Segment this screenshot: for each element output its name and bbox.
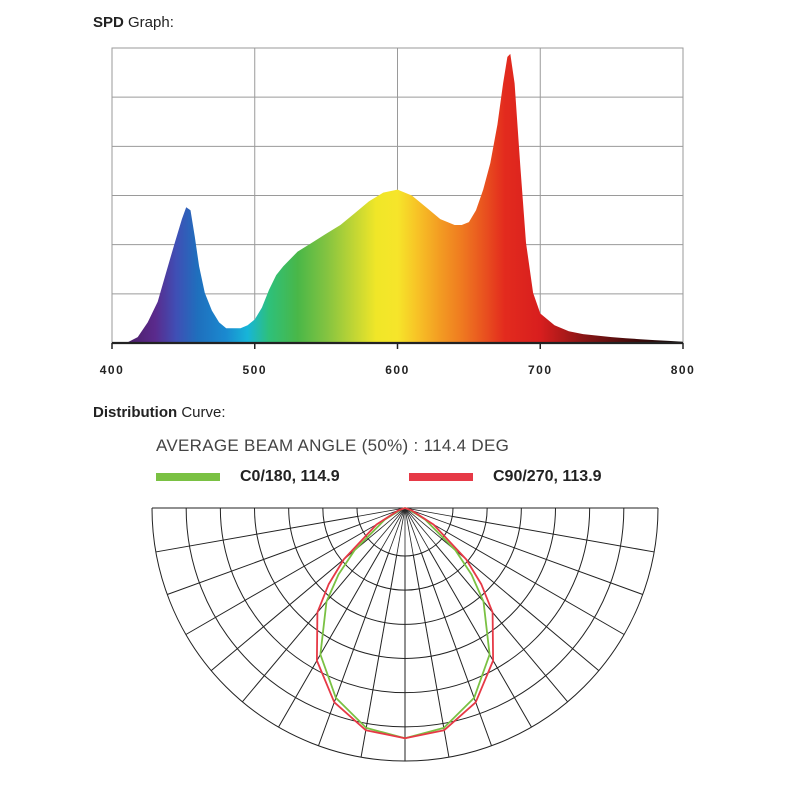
- legend-item-c90: C90/270, 113.9: [409, 468, 602, 486]
- polar-ring: [322, 507, 488, 591]
- polar-spoke: [360, 555, 398, 758]
- polar-inner-spoke: [404, 507, 422, 554]
- spd-x-tick-label: 600: [385, 363, 410, 377]
- legend-label-c90: C90/270, 113.9: [493, 468, 602, 485]
- polar-ring: [185, 507, 625, 728]
- polar-spoke: [317, 552, 390, 746]
- legend-item-c0: C0/180, 114.9: [156, 468, 340, 486]
- polar-inner-spoke: [388, 507, 406, 554]
- polar-ring: [219, 507, 591, 694]
- polar-inner-spoke: [404, 507, 443, 540]
- spd-spectrum-area: [126, 53, 683, 344]
- polar-spoke: [452, 515, 655, 553]
- distribution-title-bold: Distribution: [93, 404, 178, 421]
- legend-swatch-c0: [156, 473, 220, 481]
- polar-inner-spoke: [404, 507, 451, 525]
- distribution-section-title: Distribution Curve:: [93, 404, 226, 421]
- distribution-title-rest: Curve:: [177, 404, 226, 421]
- polar-spoke: [185, 531, 364, 635]
- polar-inner-spoke: [373, 507, 406, 546]
- polar-spoke: [155, 515, 358, 553]
- polar-inner-spoke: [367, 507, 406, 540]
- polar-spoke: [441, 538, 600, 672]
- polar-spoke: [435, 544, 569, 703]
- polar-ring: [254, 507, 556, 659]
- spd-x-tick-label: 700: [528, 363, 553, 377]
- polar-inner-spoke: [404, 507, 453, 517]
- polar-spoke: [167, 523, 361, 596]
- polar-inner-spoke: [357, 507, 406, 517]
- polar-spoke: [446, 531, 625, 635]
- polar-spoke: [210, 538, 369, 672]
- polar-spoke: [278, 549, 382, 728]
- polar-curve-c90: [316, 507, 494, 740]
- polar-ring: [151, 507, 659, 762]
- polar-inner-spoke: [404, 507, 414, 556]
- polar-spoke: [449, 523, 643, 596]
- polar-inner-spoke: [396, 507, 406, 556]
- polar-spoke: [428, 549, 532, 728]
- spd-title-rest: Graph:: [123, 14, 174, 31]
- polar-spoke: [412, 555, 450, 758]
- legend-label-c0: C0/180, 114.9: [240, 468, 340, 485]
- spd-x-tick-label: 800: [671, 363, 696, 377]
- polar-curve-c0: [319, 507, 491, 740]
- polar-inner-spoke: [404, 507, 437, 546]
- legend-swatch-c90: [409, 473, 473, 481]
- spd-x-tick-label: 500: [242, 363, 267, 377]
- polar-ring: [288, 507, 522, 625]
- polar-inner-spoke: [363, 507, 406, 533]
- beam-angle-label: AVERAGE BEAM ANGLE (50%) : 114.4 DEG: [156, 436, 510, 455]
- spd-x-tick-label: 400: [100, 363, 125, 377]
- polar-inner-spoke: [380, 507, 406, 550]
- polar-grid: [151, 507, 659, 762]
- polar-ring: [356, 507, 454, 557]
- polar-spoke: [241, 544, 375, 703]
- polar-inner-spoke: [404, 507, 447, 533]
- spd-title-bold: SPD: [93, 14, 124, 31]
- spd-section-title: SPD Graph:: [93, 14, 174, 31]
- polar-inner-spoke: [359, 507, 406, 525]
- polar-spoke: [420, 552, 493, 746]
- spd-chart: 400 500 600 700 800: [100, 47, 696, 377]
- polar-inner-spoke: [404, 507, 430, 550]
